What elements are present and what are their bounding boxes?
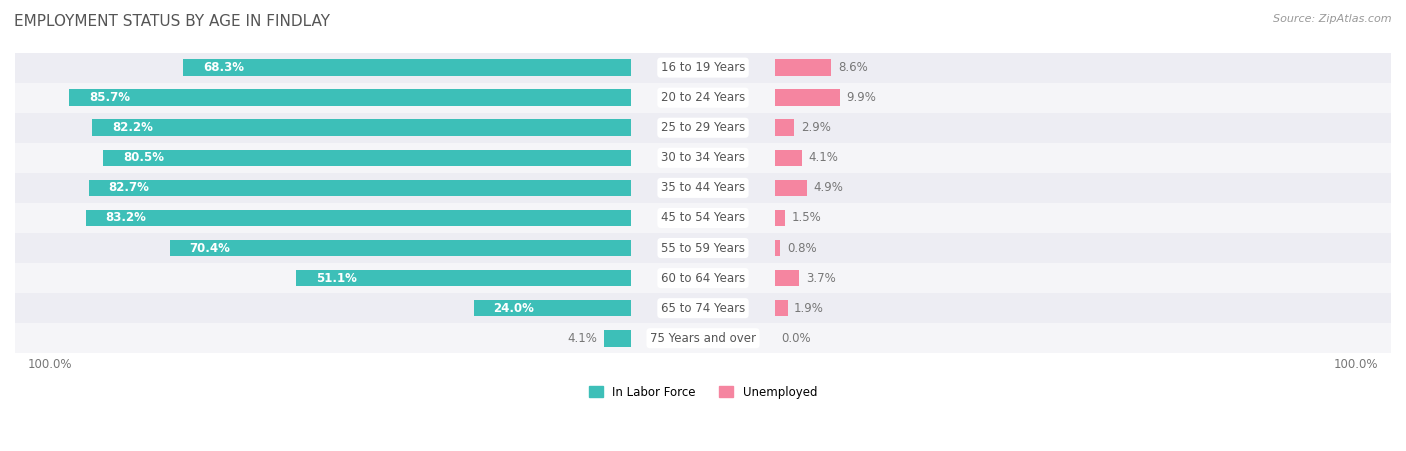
Text: 51.1%: 51.1% bbox=[316, 272, 357, 285]
Text: 8.6%: 8.6% bbox=[838, 61, 868, 74]
Bar bbox=[297, 270, 631, 286]
Bar bbox=[15, 83, 1391, 113]
Text: 4.1%: 4.1% bbox=[568, 332, 598, 345]
Bar bbox=[775, 270, 800, 286]
Text: 35 to 44 Years: 35 to 44 Years bbox=[661, 181, 745, 194]
Bar bbox=[86, 210, 631, 226]
Bar bbox=[15, 263, 1391, 293]
Bar bbox=[15, 173, 1391, 203]
Bar bbox=[605, 330, 631, 346]
Bar bbox=[474, 300, 631, 317]
Text: 85.7%: 85.7% bbox=[89, 91, 129, 104]
Text: 3.7%: 3.7% bbox=[806, 272, 835, 285]
Bar bbox=[69, 89, 631, 106]
Text: 55 to 59 Years: 55 to 59 Years bbox=[661, 242, 745, 254]
Text: 4.9%: 4.9% bbox=[814, 181, 844, 194]
Text: 20 to 24 Years: 20 to 24 Years bbox=[661, 91, 745, 104]
Bar bbox=[15, 293, 1391, 323]
Bar bbox=[15, 143, 1391, 173]
Text: 16 to 19 Years: 16 to 19 Years bbox=[661, 61, 745, 74]
Text: 1.9%: 1.9% bbox=[794, 302, 824, 315]
Text: 24.0%: 24.0% bbox=[494, 302, 534, 315]
Bar bbox=[775, 89, 839, 106]
Text: 100.0%: 100.0% bbox=[28, 358, 73, 371]
Text: 68.3%: 68.3% bbox=[202, 61, 245, 74]
Bar bbox=[775, 240, 780, 256]
Bar bbox=[15, 53, 1391, 83]
Bar bbox=[775, 300, 787, 317]
Text: 2.9%: 2.9% bbox=[800, 121, 831, 134]
Text: Source: ZipAtlas.com: Source: ZipAtlas.com bbox=[1274, 14, 1392, 23]
Text: 75 Years and over: 75 Years and over bbox=[650, 332, 756, 345]
Legend: In Labor Force, Unemployed: In Labor Force, Unemployed bbox=[583, 381, 823, 403]
Bar bbox=[775, 120, 794, 136]
Bar bbox=[104, 150, 631, 166]
Text: 30 to 34 Years: 30 to 34 Years bbox=[661, 152, 745, 164]
Text: 0.0%: 0.0% bbox=[782, 332, 811, 345]
Text: 25 to 29 Years: 25 to 29 Years bbox=[661, 121, 745, 134]
Bar bbox=[775, 179, 807, 196]
Bar bbox=[15, 323, 1391, 353]
Text: 83.2%: 83.2% bbox=[105, 212, 146, 225]
Text: 65 to 74 Years: 65 to 74 Years bbox=[661, 302, 745, 315]
Text: 1.5%: 1.5% bbox=[792, 212, 821, 225]
Text: EMPLOYMENT STATUS BY AGE IN FINDLAY: EMPLOYMENT STATUS BY AGE IN FINDLAY bbox=[14, 14, 330, 28]
Text: 82.7%: 82.7% bbox=[108, 181, 149, 194]
Bar bbox=[93, 120, 631, 136]
Text: 80.5%: 80.5% bbox=[124, 152, 165, 164]
Bar bbox=[170, 240, 631, 256]
Bar bbox=[775, 210, 785, 226]
Text: 9.9%: 9.9% bbox=[846, 91, 876, 104]
Text: 0.8%: 0.8% bbox=[787, 242, 817, 254]
Bar bbox=[775, 150, 801, 166]
Bar bbox=[15, 113, 1391, 143]
Bar bbox=[183, 60, 631, 76]
Text: 70.4%: 70.4% bbox=[190, 242, 231, 254]
Bar bbox=[15, 203, 1391, 233]
Text: 100.0%: 100.0% bbox=[1333, 358, 1378, 371]
Text: 4.1%: 4.1% bbox=[808, 152, 838, 164]
Bar bbox=[15, 233, 1391, 263]
Bar bbox=[775, 60, 831, 76]
Bar bbox=[89, 179, 631, 196]
Text: 60 to 64 Years: 60 to 64 Years bbox=[661, 272, 745, 285]
Text: 45 to 54 Years: 45 to 54 Years bbox=[661, 212, 745, 225]
Text: 82.2%: 82.2% bbox=[112, 121, 153, 134]
